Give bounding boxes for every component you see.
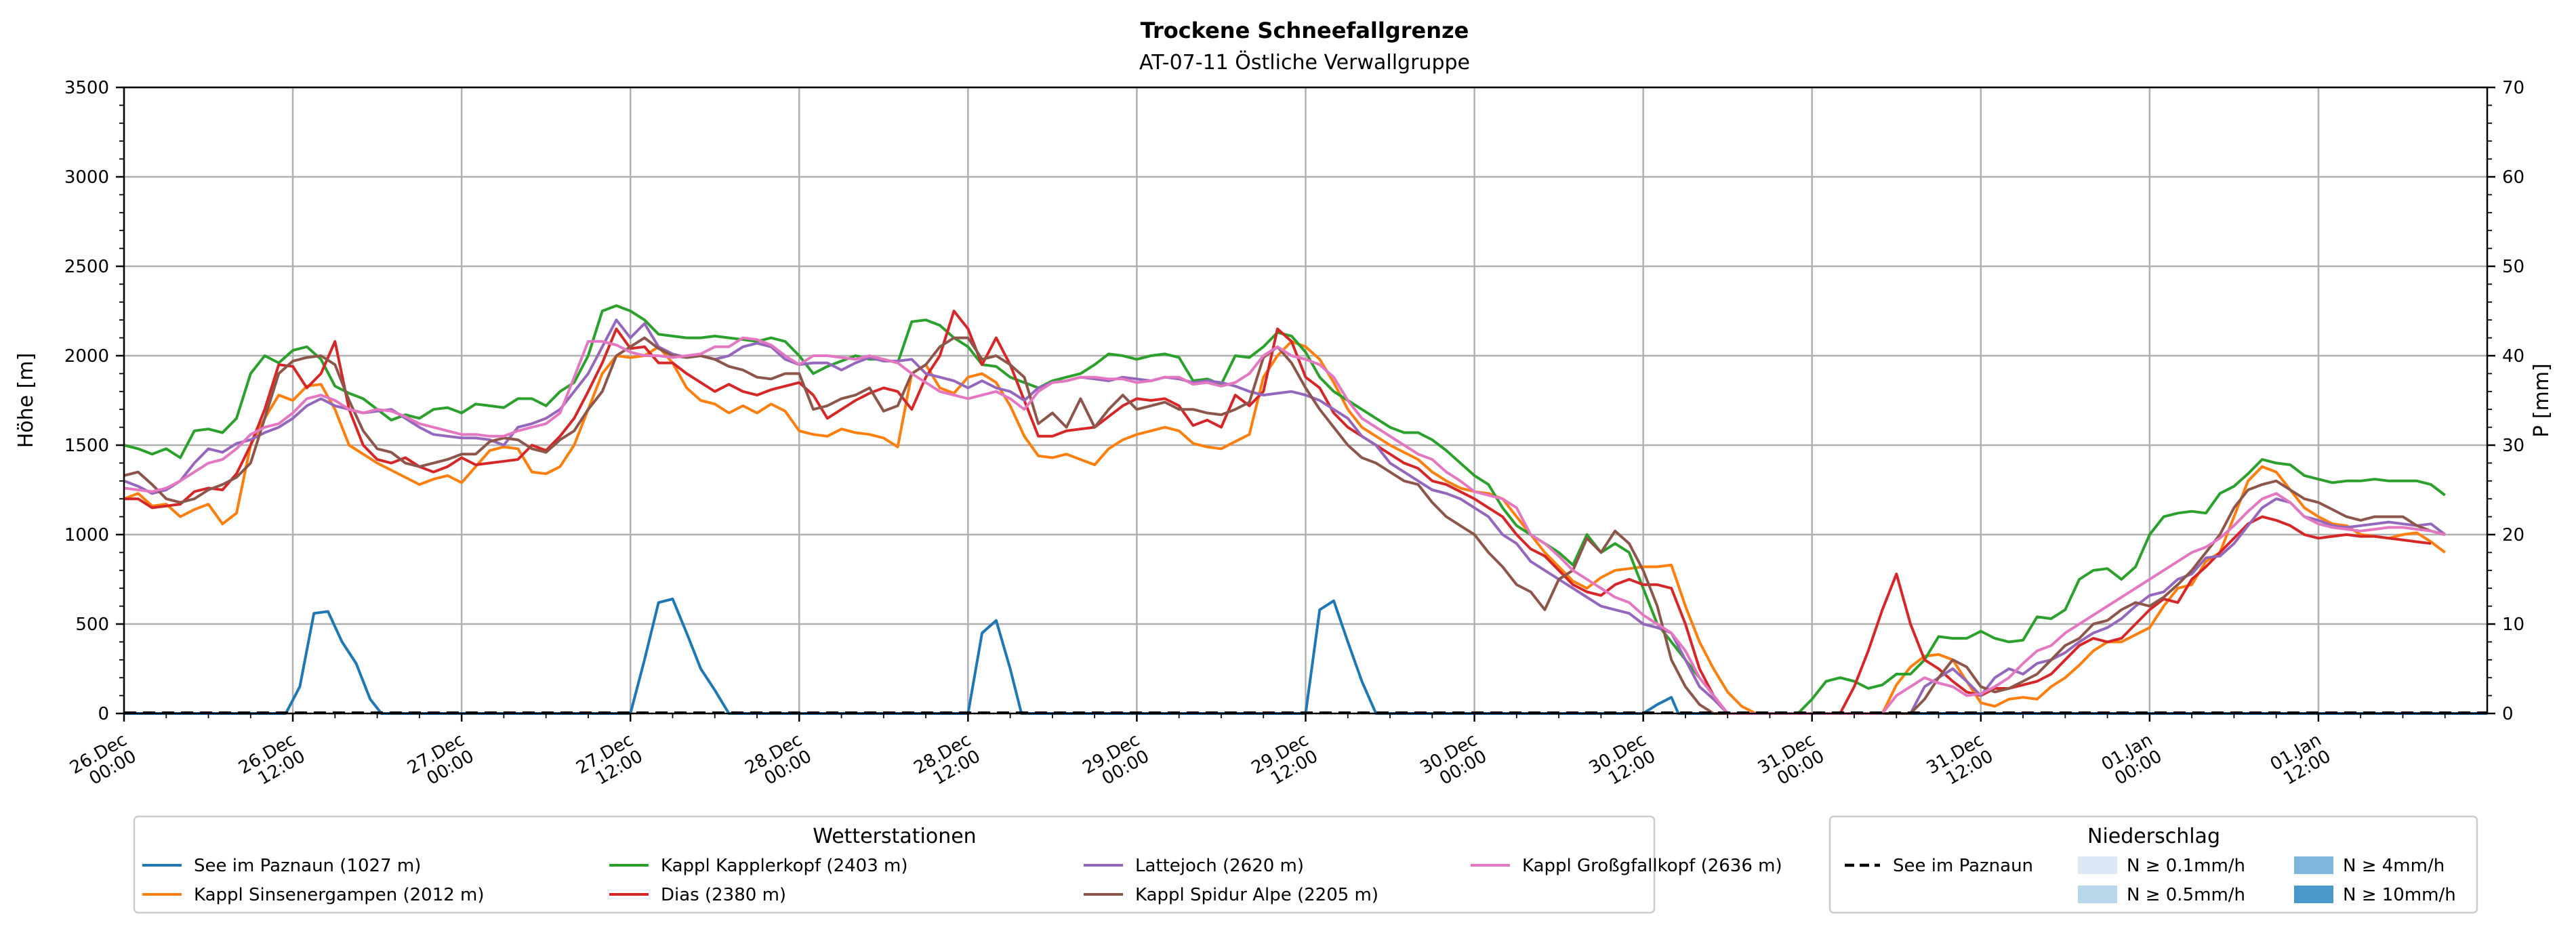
y-tick-label: 3000 xyxy=(64,167,109,188)
legend-station-label: Dias (2380 m) xyxy=(661,885,786,905)
legend-station-label: Lattejoch (2620 m) xyxy=(1135,856,1304,876)
y-tick-label: 500 xyxy=(75,615,109,635)
y2-tick-label: 10 xyxy=(2502,615,2524,635)
legend-station-label: Kappl Spidur Alpe (2205 m) xyxy=(1135,885,1378,905)
x-tick-label: 28.Dec12:00 xyxy=(910,730,983,795)
y2-tick-label: 60 xyxy=(2502,167,2524,188)
y2-tick-label: 0 xyxy=(2502,704,2514,724)
y2-tick-label: 50 xyxy=(2502,257,2524,277)
series-line-kappl-spidur-alpe-2205-m xyxy=(123,336,2446,715)
y-tick-label: 3500 xyxy=(64,78,109,98)
y2-axis-label: P [mm] xyxy=(2530,363,2554,437)
series-line-kappl-gro-gfallkopf-2636-m xyxy=(123,336,2446,715)
y-tick-label: 0 xyxy=(98,704,109,724)
y-tick-label: 1000 xyxy=(64,525,109,545)
legend-precip-title: Niederschlag xyxy=(2087,825,2220,848)
legend-precip: Niederschlag See im Paznaun N ≥ 0.1mm/h N… xyxy=(1828,815,2478,914)
y-axis-right: 0 10 20 30 40 50 60 70 xyxy=(2487,78,2524,724)
legend-precip-label: N ≥ 0.1mm/h xyxy=(2127,856,2245,876)
legend-precip-swatch xyxy=(2294,886,2333,903)
legend-precip-swatch xyxy=(2078,886,2117,903)
series-line-lattejoch-2620-m xyxy=(123,318,2446,715)
legend-precip-line-label: See im Paznaun xyxy=(1893,856,2033,876)
legend-precip-label: N ≥ 10mm/h xyxy=(2343,885,2456,905)
y2-tick-label: 20 xyxy=(2502,525,2524,545)
y2-tick-label: 70 xyxy=(2502,78,2524,98)
legend-stations-box xyxy=(133,815,1656,914)
legend-station-label: Kappl Kapplerkopf (2403 m) xyxy=(661,856,907,876)
y-tick-label: 1500 xyxy=(64,436,109,456)
y-axis-label: Höhe [m] xyxy=(14,353,38,449)
series-line-kappl-kapplerkopf-2403-m xyxy=(123,304,2446,715)
legend-precip-label: N ≥ 0.5mm/h xyxy=(2127,885,2245,905)
station-series xyxy=(123,304,2487,715)
legend-station-label: See im Paznaun (1027 m) xyxy=(194,856,421,876)
legend-station-label: Kappl Sinsenergampen (2012 m) xyxy=(194,885,485,905)
legend-station-label: Kappl Großgfallkopf (2636 m) xyxy=(1522,856,1782,876)
y2-tick-label: 30 xyxy=(2502,436,2524,456)
y-axis-left: 0 500 1000 1500 2000 2500 3000 3500 xyxy=(64,78,124,724)
chart-subtitle: AT-07-11 Östliche Verwallgruppe xyxy=(1139,50,1470,75)
y-tick-label: 2000 xyxy=(64,346,109,367)
legend-precip-swatch xyxy=(2078,856,2117,874)
series-line-kappl-sinsenergampen-2012-m xyxy=(123,339,2446,715)
chart-title: Trockene Schneefallgrenze xyxy=(1141,18,1469,43)
legend-stations: Wetterstationen See im Paznaun (1027 m) K… xyxy=(133,815,1782,914)
y-tick-label: 2500 xyxy=(64,257,109,277)
legend-stations-title: Wetterstationen xyxy=(813,825,976,848)
legend-precip-swatch xyxy=(2294,856,2333,874)
legend-precip-label: N ≥ 4mm/h xyxy=(2343,856,2445,876)
y2-tick-label: 40 xyxy=(2502,346,2524,367)
